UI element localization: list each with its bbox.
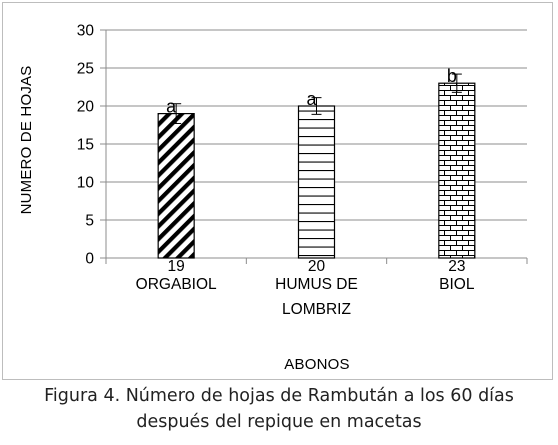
data-label: 20 [308,258,326,275]
x-tick-label: ORGABIOL [136,276,217,293]
caption-line-1: Figura 4. Número de hojas de Rambután a … [44,386,514,406]
y-tick-label: 15 [77,137,94,154]
y-tick-label: 10 [77,175,95,192]
y-tick-label: 25 [77,61,94,78]
y-tick-label: 30 [77,23,95,40]
x-tick-label: BIOL [439,276,475,293]
x-tick-label: LOMBRIZ [282,301,351,318]
data-label: 19 [168,258,185,275]
y-axis-title: NUMERO DE HOJAS [18,66,35,215]
data-label: 23 [448,258,465,275]
x-axis-title: ABONOS [284,356,349,373]
significance-letter: a [166,97,177,117]
significance-letter: b [447,66,457,86]
significance-letter: a [306,89,317,109]
bar [297,105,336,259]
caption-line-2: después del repique en macetas [136,412,422,432]
y-tick-label: 20 [77,99,95,116]
y-tick-label: 5 [85,213,94,230]
x-tick-label: HUMUS DE [275,276,358,293]
bar [438,82,476,259]
bar [157,112,195,259]
y-tick-label: 0 [85,251,94,268]
figure-caption: Figura 4. Número de hojas de Rambután a … [0,383,558,435]
